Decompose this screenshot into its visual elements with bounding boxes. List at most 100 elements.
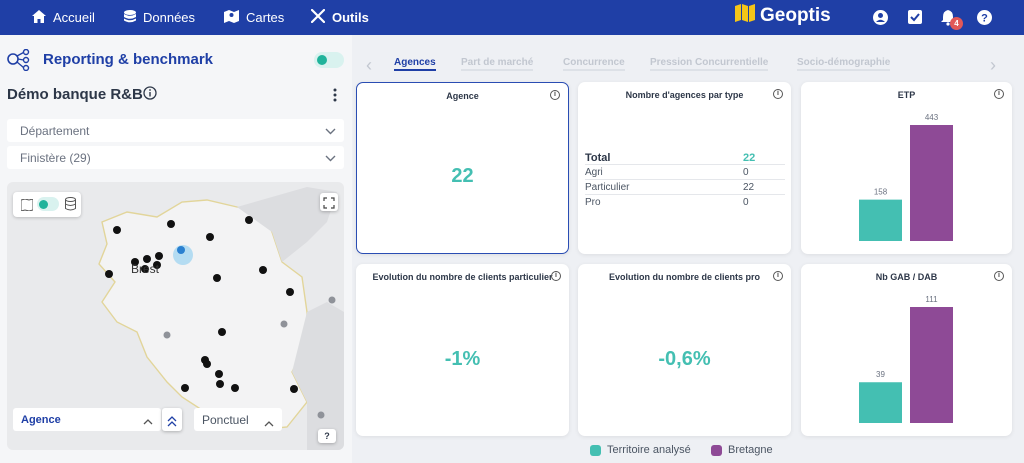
- tab-concurrence[interactable]: Concurrence: [563, 57, 625, 71]
- map-view-controls: [13, 192, 81, 217]
- bar-0[interactable]: [859, 199, 902, 241]
- table-row: Particulier 22: [585, 180, 785, 195]
- card-title: Evolution du nombre de clients particuli…: [372, 272, 553, 282]
- bar-0[interactable]: [859, 382, 902, 423]
- row-value: 0: [743, 197, 749, 208]
- department-select-placeholder: Département: [20, 124, 90, 138]
- tab-bar: ‹ Agences Part de marché Concurrence Pre…: [356, 51, 1024, 75]
- logo-map-icon: [735, 4, 755, 28]
- nav-label: Outils: [332, 10, 369, 25]
- bar-1[interactable]: [910, 125, 953, 241]
- bar-value-label: 158: [874, 188, 888, 197]
- card-nb-agences-type[interactable]: Nombre d'agences par type i Total 22 Agr…: [578, 82, 791, 254]
- brand-name: Geoptis: [760, 5, 831, 26]
- agence-value: 22: [451, 165, 474, 187]
- tab-part-de-marche[interactable]: Part de marché: [461, 57, 534, 71]
- card-etp[interactable]: ETP i 158 443: [801, 82, 1012, 254]
- study-name: Démo banque R&B: [7, 86, 143, 103]
- evol-particulier-value: -1%: [444, 348, 481, 370]
- svg-text:?: ?: [981, 13, 988, 25]
- geoptis-logo[interactable]: Geoptis: [735, 4, 831, 28]
- checkbox-tasks-icon[interactable]: [907, 9, 924, 26]
- bar-value-label: 111: [925, 295, 938, 304]
- map-layer-value: Agence: [21, 414, 61, 426]
- department-select[interactable]: Département: [7, 119, 344, 142]
- tab-agences[interactable]: Agences: [394, 57, 436, 71]
- row-label: Agri: [585, 167, 603, 178]
- map-icon: [224, 9, 239, 26]
- nav-label: Données: [143, 10, 196, 25]
- map-mode-value: Ponctuel: [202, 413, 249, 427]
- row-label: Particulier: [585, 182, 630, 193]
- bar-value-label: 39: [876, 370, 885, 379]
- legend-label: Territoire analysé: [607, 444, 691, 456]
- nav-item-accueil[interactable]: Accueil: [32, 0, 95, 35]
- toggle-knob: [39, 199, 48, 209]
- card-evol-particulier[interactable]: Evolution du nombre de clients particuli…: [356, 264, 569, 436]
- bar-value-label: 443: [925, 113, 939, 122]
- more-options-icon[interactable]: [333, 88, 337, 107]
- map-mode-select[interactable]: Ponctuel: [194, 408, 282, 431]
- expand-icon: [323, 196, 335, 214]
- map-help-button[interactable]: ?: [318, 429, 336, 443]
- card-title: Nombre d'agences par type: [625, 90, 744, 100]
- tab-pression-concurrentielle[interactable]: Pression Concurrentielle: [650, 57, 769, 71]
- card-gab-dab[interactable]: Nb GAB / DAB i 39 111: [801, 264, 1012, 436]
- table-row: Pro 0: [585, 195, 785, 210]
- data-layers-icon[interactable]: [65, 197, 76, 216]
- bar-1[interactable]: [910, 307, 953, 423]
- double-chevron-up-icon: [167, 414, 177, 432]
- card-agence[interactable]: Agence i 22: [356, 82, 569, 254]
- row-value: 22: [743, 182, 755, 193]
- card-title: Nb GAB / DAB: [875, 272, 938, 282]
- map-toggle[interactable]: [37, 197, 59, 211]
- chevron-down-icon: [325, 124, 336, 138]
- left-panel: Reporting & benchmark Démo banque R&B Dé…: [0, 35, 352, 463]
- database-icon: [124, 9, 136, 26]
- etp-bar-chart: 158 443: [859, 113, 953, 241]
- agency-map[interactable]: Brest Agence: [7, 182, 344, 450]
- help-icon[interactable]: ?: [976, 9, 993, 26]
- card-title: Evolution du nombre de clients pro: [608, 272, 760, 282]
- tab-prev-icon[interactable]: ‹: [366, 55, 372, 75]
- info-icon[interactable]: i: [773, 89, 783, 99]
- chevron-up-icon: [143, 416, 153, 428]
- map-layer-select[interactable]: Agence: [13, 408, 161, 431]
- nav-item-cartes[interactable]: Cartes: [224, 0, 284, 35]
- table-row: Agri 0: [585, 165, 785, 180]
- card-evol-pro[interactable]: Evolution du nombre de clients pro i -0,…: [578, 264, 791, 436]
- home-icon: [32, 9, 46, 26]
- nav-label: Cartes: [246, 10, 285, 25]
- tools-icon: [310, 8, 326, 26]
- row-label: Pro: [585, 197, 601, 208]
- evol-pro-value: -0,6%: [658, 348, 711, 370]
- collapse-button[interactable]: [162, 408, 182, 431]
- map-view-icon[interactable]: [20, 198, 34, 216]
- notification-badge: 4: [950, 17, 963, 30]
- nav-item-outils[interactable]: Outils: [310, 0, 369, 35]
- info-icon[interactable]: i: [994, 89, 1004, 99]
- territory-select[interactable]: Finistère (29): [7, 146, 344, 169]
- info-icon[interactable]: i: [773, 271, 783, 281]
- legend-swatch: [711, 444, 722, 456]
- info-icon[interactable]: [143, 86, 157, 105]
- legend-label: Bretagne: [728, 444, 773, 456]
- info-icon[interactable]: i: [994, 271, 1004, 281]
- info-icon[interactable]: i: [550, 90, 560, 100]
- reporting-toggle[interactable]: [314, 52, 344, 68]
- row-label: Total: [585, 152, 611, 164]
- tab-next-icon[interactable]: ›: [990, 55, 996, 75]
- legend-swatch: [590, 444, 601, 456]
- user-account-icon[interactable]: [872, 9, 889, 26]
- fullscreen-button[interactable]: [320, 193, 338, 211]
- tab-socio-demographie[interactable]: Socio-démographie: [797, 57, 891, 71]
- finistere-map-shape: Brest: [98, 187, 344, 450]
- legend-item-bretagne: Bretagne: [711, 444, 773, 456]
- toggle-knob: [317, 55, 327, 65]
- nav-item-donnees[interactable]: Données: [124, 0, 195, 35]
- gab-bar-chart: 39 111: [859, 295, 953, 423]
- agency-type-table: Total 22 Agri 0 Particulier 22 Pro 0: [585, 150, 785, 210]
- row-value: 0: [743, 167, 749, 178]
- info-icon[interactable]: i: [551, 271, 561, 281]
- reporting-network-icon: [7, 48, 31, 76]
